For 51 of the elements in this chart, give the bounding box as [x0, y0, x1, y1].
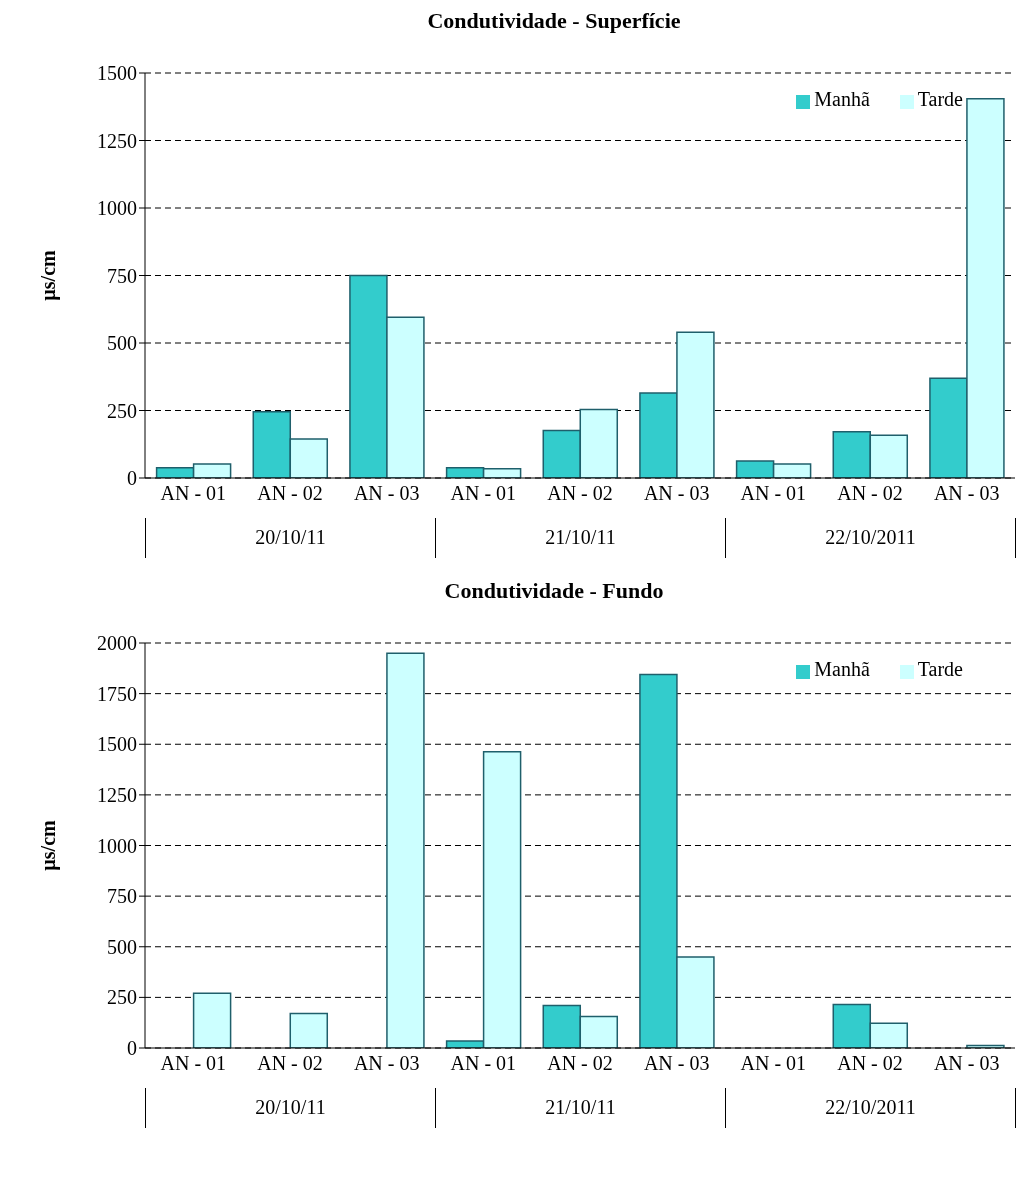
text: 22/10/2011	[725, 518, 1015, 558]
x-tick-label: AN - 01	[740, 1052, 807, 1075]
y-tick-label: 1000	[97, 197, 137, 220]
x-tick-label: AN - 01	[450, 482, 517, 505]
y-tick-label: 2000	[97, 632, 137, 655]
y-tick-label: 500	[107, 332, 137, 355]
y-tick-label: 1250	[97, 129, 137, 152]
x-tick-label: AN - 03	[933, 1052, 1000, 1075]
text: 22/10/2011	[725, 1088, 1015, 1128]
y-tick-label: 1750	[97, 682, 137, 705]
bar	[192, 992, 232, 1048]
y-tick-label: 1500	[97, 62, 137, 85]
y-tick-label: 750	[107, 264, 137, 287]
legend-label: Manhã	[814, 658, 870, 680]
text: 21/10/11	[435, 1088, 725, 1128]
y-tick-label: 1250	[97, 783, 137, 806]
x-tick-label: AN - 02	[837, 482, 903, 505]
x-tick-label: AN - 01	[160, 482, 227, 505]
chart-title: Condutividade - Superfície	[426, 8, 682, 35]
legend-label: Tarde	[917, 658, 963, 680]
text: 20/10/11	[145, 1088, 435, 1128]
x-tick-label: AN - 03	[643, 1052, 710, 1075]
y-tick-label: 1000	[97, 834, 137, 857]
x-tick-label: AN - 02	[547, 482, 613, 505]
y-tick-label: 750	[107, 885, 137, 908]
x-tick-label: AN - 02	[547, 1052, 613, 1075]
y-axis-title: µs/cm	[37, 819, 61, 871]
x-tick-label: AN - 03	[353, 1052, 420, 1075]
y-tick-label: 250	[107, 399, 137, 422]
bar	[289, 1012, 329, 1048]
y-tick-label: 500	[107, 935, 137, 958]
x-tick-label: AN - 02	[257, 482, 323, 505]
bar	[386, 652, 425, 1048]
chart-title: Condutividade - Fundo	[443, 578, 665, 605]
x-tick-label: AN - 02	[837, 1052, 903, 1075]
text: 21/10/11	[435, 518, 725, 558]
x-tick-label: AN - 02	[257, 1052, 323, 1075]
y-tick-label: 0	[127, 1037, 137, 1060]
y-axis-title: µs/cm	[37, 249, 61, 301]
x-tick-label: AN - 01	[160, 1052, 227, 1075]
text: 20/10/11	[145, 518, 435, 558]
x-tick-label: AN - 01	[740, 482, 807, 505]
y-tick-label: 0	[127, 467, 137, 490]
x-tick-label: AN - 03	[643, 482, 710, 505]
x-tick-label: AN - 01	[450, 1052, 517, 1075]
legend-label: Manhã	[814, 88, 870, 110]
x-tick-label: AN - 03	[353, 482, 420, 505]
legend-label: Tarde	[917, 88, 963, 110]
x-tick-label: AN - 03	[933, 482, 1000, 505]
y-tick-label: 250	[107, 986, 137, 1009]
y-tick-label: 1500	[97, 733, 137, 756]
